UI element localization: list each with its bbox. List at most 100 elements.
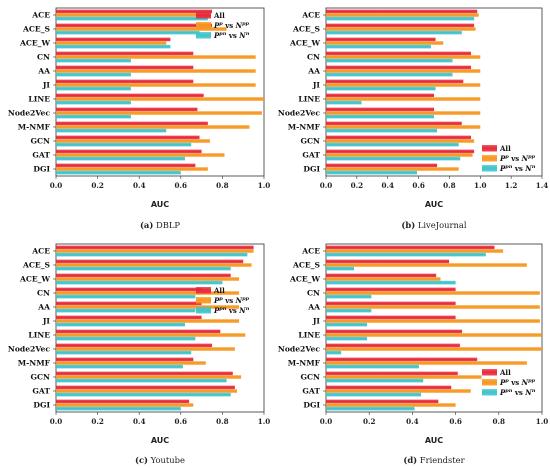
bar-pp-ji	[56, 83, 256, 87]
category-label: LINE	[298, 95, 320, 104]
x-axis-label: AUC	[151, 200, 169, 209]
category-label: AA	[307, 303, 320, 312]
plot-frame	[55, 7, 265, 177]
bar-all-ace_s	[56, 259, 244, 264]
bar-all-aa	[326, 301, 456, 306]
bar-all-dgi	[326, 399, 439, 404]
bar-pn-ace_s	[326, 266, 355, 271]
bar-all-line	[326, 93, 434, 98]
bar-pp-line	[56, 97, 264, 101]
x-tick-label: 0.6	[449, 417, 462, 426]
bar-all-m-nmf	[56, 357, 194, 362]
x-tick-label: 0.0	[50, 181, 63, 190]
category-label: Node2Vec	[8, 109, 50, 118]
bar-pn-aa	[326, 72, 453, 77]
legend-label-pn: Ppn vs Nn	[499, 388, 536, 397]
bar-pp-ace_w	[56, 41, 167, 45]
x-tick-label: 0.4	[133, 181, 146, 190]
x-tick-label: 1.2	[505, 181, 518, 190]
bar-all-cn	[56, 287, 202, 292]
plot-frame	[55, 243, 265, 413]
bar-all-gat	[326, 385, 452, 390]
x-axis-label: AUC	[151, 436, 169, 445]
bar-all-gat	[56, 385, 235, 390]
category-label: GCN	[301, 137, 321, 146]
bar-pp-aa	[56, 69, 256, 73]
bar-pn-gat	[56, 392, 231, 397]
bar-pp-ace_s	[326, 27, 476, 31]
legend-label-pn: Ppn vs Nn	[213, 31, 250, 40]
bar-pp-ace_w	[56, 277, 240, 281]
bar-pp-ace	[326, 13, 479, 17]
bar-pn-gat	[326, 392, 422, 397]
x-tick-label: 0.4	[406, 417, 419, 426]
bar-all-gcn	[326, 371, 458, 376]
category-label: ACE	[301, 11, 320, 20]
bar-all-m-nmf	[326, 357, 478, 362]
legend-swatch-pp	[196, 297, 211, 304]
bar-all-gat	[326, 149, 475, 154]
x-tick-label: 1.0	[258, 181, 271, 190]
bar-pn-aa	[56, 72, 131, 77]
bar-all-ji	[326, 315, 456, 320]
bar-all-ace_w	[56, 37, 171, 42]
category-label: AA	[37, 303, 50, 312]
bar-pp-ji	[326, 83, 481, 87]
bar-pn-line	[56, 336, 196, 341]
category-label: JI	[42, 81, 51, 90]
x-tick-label: 1.0	[258, 417, 271, 426]
bar-all-aa	[56, 65, 194, 70]
category-label: DGI	[303, 401, 320, 410]
bar-pn-ace_s	[326, 30, 462, 35]
category-label: M-NMF	[288, 123, 321, 132]
bar-pp-cn	[326, 55, 481, 59]
category-label: ACE	[31, 247, 50, 256]
bar-pp-gcn	[326, 375, 482, 379]
bar-pn-dgi	[326, 406, 415, 411]
legend-swatch-all	[482, 369, 497, 376]
bar-pp-cn	[56, 291, 240, 295]
legend-label-all: All	[499, 368, 511, 377]
bar-pp-ji	[56, 319, 240, 323]
category-label: M-NMF	[288, 359, 321, 368]
bar-all-ji	[56, 315, 202, 320]
bar-pn-dgi	[326, 170, 418, 175]
bar-pp-gat	[56, 389, 237, 393]
bar-pn-aa	[56, 308, 196, 313]
bar-pn-node2vec	[326, 350, 342, 355]
bar-pn-line	[326, 100, 362, 105]
bar-pp-cn	[326, 291, 540, 295]
category-label: ACE	[31, 11, 50, 20]
bar-all-cn	[326, 287, 456, 292]
x-tick-label: 0.2	[363, 417, 376, 426]
bar-pn-node2vec	[326, 114, 434, 119]
x-tick-label: 0.8	[443, 181, 456, 190]
bar-pp-ace	[56, 249, 254, 253]
category-label: ACE	[301, 247, 320, 256]
category-label: JI	[312, 317, 321, 326]
bar-pn-line	[56, 100, 131, 105]
bar-pp-gcn	[326, 139, 475, 143]
legend-swatch-pn	[196, 307, 211, 314]
bar-pn-cn	[326, 58, 453, 63]
bar-pn-cn	[326, 294, 372, 299]
category-label: CN	[307, 53, 320, 62]
bar-pp-dgi	[56, 403, 194, 407]
category-label: ACE_S	[292, 261, 321, 270]
legend-label-pp: Pp vs Npp	[499, 378, 536, 387]
category-label: CN	[37, 53, 50, 62]
bar-pp-gat	[326, 389, 471, 393]
bar-pp-gcn	[56, 375, 242, 379]
bar-pp-m-nmf	[326, 361, 527, 365]
bar-pp-aa	[326, 69, 481, 73]
bar-pn-gcn	[326, 142, 459, 147]
category-label: ACE_S	[22, 25, 51, 34]
bar-all-gcn	[56, 135, 200, 140]
category-label: M-NMF	[18, 359, 51, 368]
legend-swatch-pp	[196, 22, 211, 29]
